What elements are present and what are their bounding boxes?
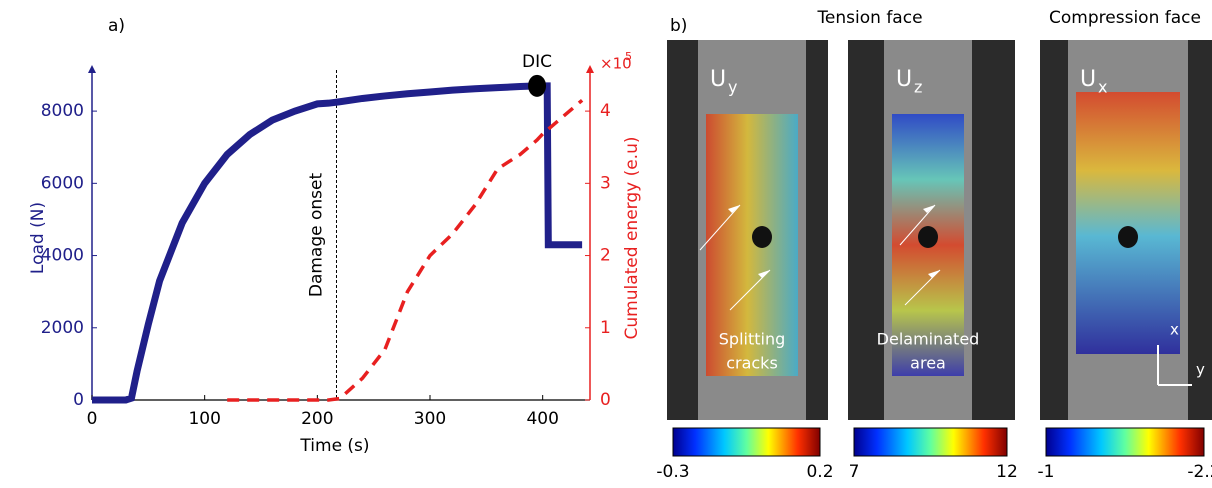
y-axis-arrow <box>88 65 96 73</box>
field-subscript: x <box>1098 78 1107 97</box>
dic-label: DIC <box>522 52 552 72</box>
compression-title: Compression face <box>1049 8 1201 28</box>
caption: Splitting <box>719 330 786 349</box>
field-subscript: z <box>914 78 922 97</box>
tension-title: Tension face <box>816 8 922 28</box>
series-line <box>227 100 582 400</box>
y-tick-label: 4000 <box>41 246 84 266</box>
hole <box>1118 226 1138 248</box>
caption: Delaminated <box>877 330 980 349</box>
y2-tick-label: 0 <box>600 390 611 410</box>
colorbar-min: -1 <box>1038 462 1055 482</box>
coord-y: y <box>1196 361 1205 379</box>
x-tick-label: 200 <box>301 409 333 429</box>
hole <box>918 226 938 248</box>
y2-axis-label: Cumulated energy (e.u) <box>622 137 642 340</box>
x-tick-label: 400 <box>526 409 558 429</box>
panel-label: a) <box>108 16 125 36</box>
colorbar-max: 12 <box>996 462 1018 482</box>
caption: area <box>910 354 946 373</box>
panel-label: b) <box>670 16 687 36</box>
coord-x: x <box>1170 321 1179 339</box>
dic-marker <box>528 75 546 97</box>
y-tick-label: 0 <box>73 390 84 410</box>
colorbar-max: 0.2 <box>806 462 833 482</box>
field-symbol: U <box>710 67 726 92</box>
y-tick-label: 2000 <box>41 318 84 338</box>
field-symbol: U <box>896 67 912 92</box>
y2-tick-label: 3 <box>600 173 611 193</box>
colorbar <box>854 428 1007 456</box>
colorbar-min: -0.3 <box>656 462 689 482</box>
field-symbol: U <box>1080 67 1096 92</box>
hole <box>752 226 772 248</box>
x-tick-label: 300 <box>414 409 446 429</box>
series-line <box>92 86 582 400</box>
x-tick-label: 100 <box>188 409 220 429</box>
x-tick-label: 0 <box>87 409 98 429</box>
caption: cracks <box>726 354 778 373</box>
x-axis-label: Time (s) <box>299 436 369 456</box>
colorbar-max: -2.2 <box>1187 462 1212 482</box>
damage-onset-label: Damage onset <box>306 173 326 298</box>
y2-tick-label: 1 <box>600 318 611 338</box>
colorbar <box>673 428 820 456</box>
colorbar <box>1046 428 1204 456</box>
colorbar-min: 7 <box>849 462 860 482</box>
y-tick-label: 8000 <box>41 101 84 121</box>
figure: a) Time (s) Load (N) Cumulated energy (e… <box>0 0 1212 484</box>
y2-tick-label: 4 <box>600 101 611 121</box>
y2-tick-label: 2 <box>600 246 611 266</box>
y2-axis-arrow <box>586 65 594 73</box>
y2-exponent: 5 <box>625 50 632 63</box>
displacement-field <box>1076 92 1180 354</box>
field-subscript: y <box>728 78 737 97</box>
y-tick-label: 6000 <box>41 173 84 193</box>
